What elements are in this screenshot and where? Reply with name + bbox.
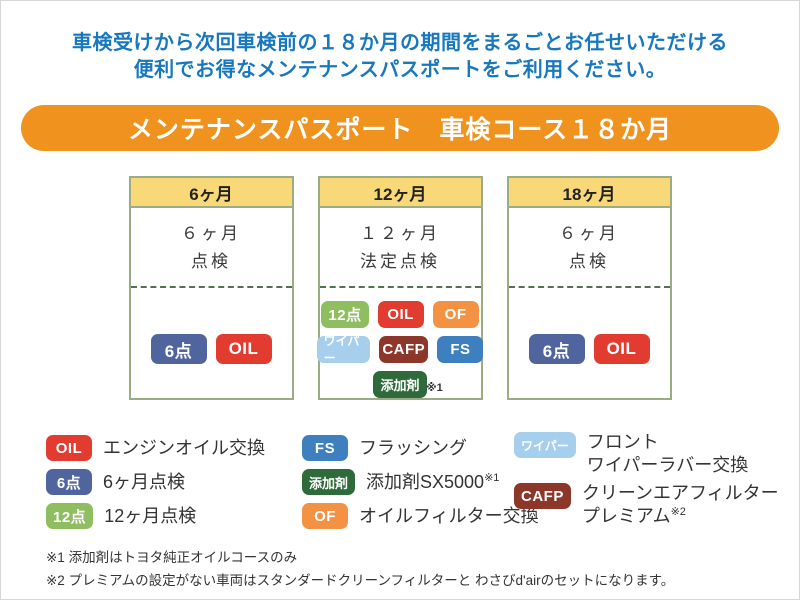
- card-18-month-body: ６ヶ月 点検 6点 OIL: [508, 220, 670, 410]
- badge-cafp: CAFP: [379, 335, 429, 363]
- footnote-2: ※2 プレミアムの設定がない車両はスタンダードクリーンフィルターと わさびd'a…: [46, 573, 675, 588]
- legend-column-2: FS フラッシング 添加剤 添加剤SX5000※1 OF オイルフィルター交換: [302, 431, 539, 533]
- banner-title: メンテナンスパスポート 車検コース１８か月: [127, 116, 673, 144]
- badge-wiper: ワイパー: [514, 432, 576, 458]
- legend-text-tenkazai-main: 添加剤SX5000: [366, 471, 485, 492]
- period-line-2: 点検: [191, 252, 231, 271]
- badge-oil: OIL: [46, 435, 92, 461]
- legend-item-fs: FS フラッシング: [302, 431, 514, 465]
- badge-tenkazai: 添加剤: [302, 469, 356, 495]
- legend: OIL エンジンオイル交換 6点 6ヶ月点検 12点 12ヶ月点検 FS フラッ…: [46, 431, 799, 533]
- badge-cafp: CAFP: [514, 483, 571, 509]
- badge-row: 6点 OIL: [150, 334, 272, 364]
- footnote-1: ※1 添加剤はトヨタ純正オイルコースのみ: [46, 550, 298, 565]
- dashed-divider: [319, 286, 481, 288]
- intro-line-1: 車検受けから次回車検前の１８か月の期間をまるごとお任せいただける: [72, 32, 728, 54]
- badge-row: 6点 OIL: [528, 334, 650, 364]
- card-18-month-header: 18ヶ月: [508, 178, 670, 208]
- badge-of: OF: [432, 300, 479, 328]
- badge-tenkazai: 添加剤: [373, 370, 427, 398]
- period-line-1: ６ヶ月: [181, 224, 241, 243]
- card-18-month-badges: 6点 OIL: [509, 288, 670, 410]
- note-sup-1: ※1: [484, 471, 500, 484]
- card-6-month-body: ６ヶ月 点検 6点 OIL: [130, 220, 292, 410]
- card-12-month-badges: 12点 OIL OF ワイパー CAFP FS 添加剤 ※1: [316, 288, 484, 410]
- legend-text-wiper-line2: ワイパーラバー交換: [586, 455, 749, 475]
- card-6-month-header: 6ヶ月: [130, 178, 292, 208]
- badge-6ten: 6点: [46, 469, 92, 495]
- legend-text-oil: エンジンオイル交換: [103, 437, 265, 458]
- legend-item-6ten: 6点 6ヶ月点検: [46, 465, 302, 499]
- intro-heading: 車検受けから次回車検前の１８か月の期間をまるごとお任せいただける 便利でお得なメ…: [1, 30, 799, 84]
- card-18-month-period: ６ヶ月 点検: [509, 220, 670, 276]
- intro-line-2: 便利でお得なメンテナンスパスポートをご利用ください。: [133, 59, 667, 81]
- badge-row-1: 12点 OIL OF: [321, 300, 479, 328]
- legend-text-cafp-line1: クリーンエアフィルター: [581, 483, 779, 503]
- badge-oil: OIL: [593, 334, 650, 364]
- legend-text-tenkazai: 添加剤SX5000※1: [366, 471, 499, 494]
- badge-oil: OIL: [215, 334, 272, 364]
- badge-fs: FS: [437, 335, 484, 363]
- badge-row-3: 添加剤 ※1: [373, 370, 443, 398]
- legend-item-12ten: 12点 12ヶ月点検: [46, 499, 302, 533]
- badge-12ten: 12点: [46, 503, 94, 529]
- legend-text-wiper: フロント ワイパーラバー交換: [587, 431, 748, 477]
- badge-wiper: ワイパー: [316, 334, 371, 365]
- badge-6ten: 6点: [150, 334, 207, 364]
- card-12-month-body: １２ヶ月 法定点検 12点 OIL OF ワイパー CAFP FS: [316, 220, 484, 410]
- period-line-1: ６ヶ月: [559, 224, 619, 243]
- legend-item-of: OF オイルフィルター交換: [302, 499, 539, 533]
- legend-text-fs: フラッシング: [359, 437, 467, 458]
- legend-item-tenkazai: 添加剤 添加剤SX5000※1: [302, 465, 514, 499]
- dashed-divider: [508, 286, 670, 288]
- legend-text-wiper-line1: フロント: [586, 432, 659, 452]
- card-12-month: 12ヶ月 １２ヶ月 法定点検 12点 OIL OF ワイパー CAFP: [316, 176, 484, 400]
- card-18-month: 18ヶ月 ６ヶ月 点検 6点 OIL: [506, 176, 672, 400]
- legend-text-cafp-line2: プレミアム※2: [582, 505, 779, 528]
- card-6-month-period: ６ヶ月 点検: [131, 220, 292, 276]
- title-banner: メンテナンスパスポート 車検コース１８か月: [21, 105, 779, 151]
- legend-text-12ten: 12ヶ月点検: [104, 505, 197, 526]
- badge-6ten: 6点: [528, 334, 585, 364]
- badge-row-2: ワイパー CAFP FS: [316, 334, 484, 365]
- badge-fs: FS: [302, 435, 348, 461]
- legend-column-3: ワイパー フロント ワイパーラバー交換 CAFP クリーンエアフィルター プレミ…: [514, 431, 784, 533]
- card-12-month-period: １２ヶ月 法定点検: [320, 220, 481, 276]
- dashed-divider: [130, 286, 292, 288]
- legend-text-cafp: クリーンエアフィルター プレミアム※2: [582, 482, 779, 528]
- period-line-1: １２ヶ月: [360, 224, 440, 243]
- period-line-2: 点検: [569, 252, 609, 271]
- legend-text-6ten: 6ヶ月点検: [103, 471, 186, 492]
- period-line-2: 法定点検: [360, 252, 440, 271]
- badge-oil: OIL: [377, 300, 424, 328]
- legend-item-cafp: CAFP クリーンエアフィルター プレミアム※2: [514, 482, 784, 528]
- legend-text-of: オイルフィルター交換: [359, 505, 539, 526]
- legend-column-1: OIL エンジンオイル交換 6点 6ヶ月点検 12点 12ヶ月点検: [46, 431, 302, 533]
- card-6-month: 6ヶ月 ６ヶ月 点検 6点 OIL: [128, 176, 294, 400]
- card-6-month-badges: 6点 OIL: [131, 288, 292, 410]
- badge-12ten: 12点: [321, 300, 369, 328]
- schedule-cards: 6ヶ月 ６ヶ月 点検 6点 OIL 12ヶ月 １２ヶ月: [1, 176, 799, 400]
- note-marker-1: ※1: [425, 381, 443, 394]
- legend-text-cafp-line2-main: プレミアム: [581, 506, 671, 526]
- note-sup-2: ※2: [670, 506, 686, 518]
- card-12-month-header: 12ヶ月: [319, 178, 481, 208]
- legend-item-wiper: ワイパー フロント ワイパーラバー交換: [514, 431, 784, 477]
- footnotes: ※1 添加剤はトヨタ純正オイルコースのみ ※2 プレミアムの設定がない車両はスタ…: [46, 546, 799, 592]
- legend-item-oil: OIL エンジンオイル交換: [46, 431, 302, 465]
- badge-of: OF: [302, 503, 348, 529]
